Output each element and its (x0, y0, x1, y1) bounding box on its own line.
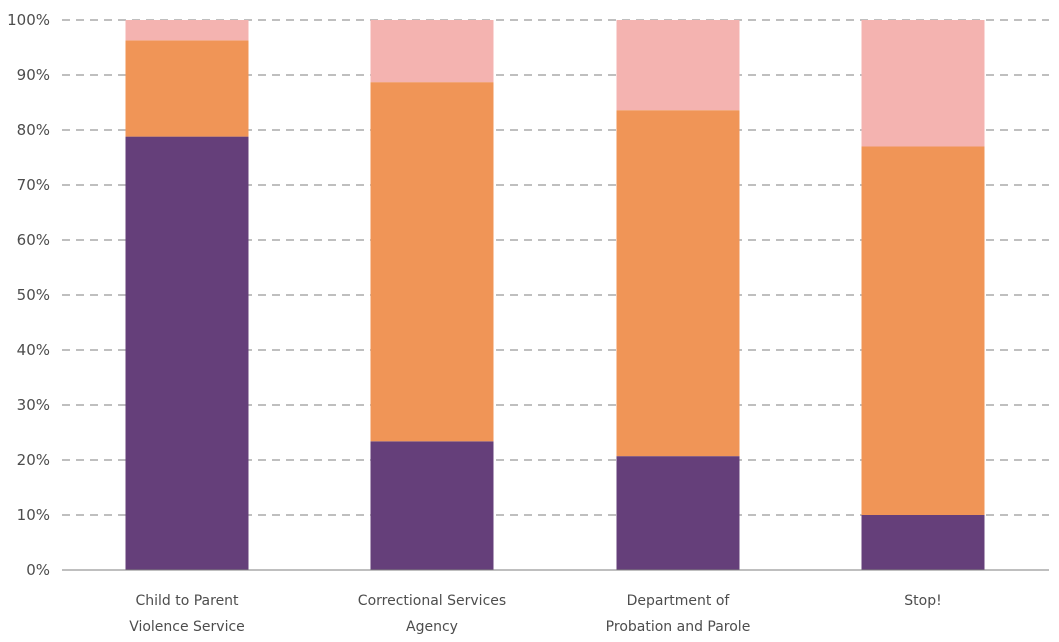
y-tick-label: 10% (17, 506, 50, 524)
y-tick-label: 90% (17, 66, 50, 84)
x-tick-label: Stop! (904, 593, 941, 609)
bar-layer (125, 20, 985, 570)
y-tick-label: 100% (7, 11, 50, 29)
bar-segment (861, 515, 985, 570)
bar-segment (861, 146, 985, 515)
x-tick-label: Probation and Parole (606, 619, 751, 635)
x-tick-label: Child to Parent (135, 593, 239, 609)
bar-segment (370, 82, 494, 442)
x-tick-label: Agency (406, 619, 458, 635)
y-tick-label: 70% (17, 176, 50, 194)
y-tick-label: 60% (17, 231, 50, 249)
y-tick-label: 20% (17, 451, 50, 469)
bar-segment (125, 136, 249, 570)
bar-segment (861, 20, 985, 147)
bar-segment (370, 441, 494, 570)
y-tick-label: 50% (17, 286, 50, 304)
x-tick-label: Correctional Services (358, 593, 506, 609)
bar-segment (125, 40, 249, 137)
bar-segment (125, 20, 249, 41)
bar-segment (370, 20, 494, 83)
x-tick-label: Department of (627, 593, 731, 609)
x-tick-label: Violence Service (129, 619, 245, 635)
y-tick-label: 0% (26, 561, 50, 579)
bar-segment (616, 20, 740, 111)
bar-segment (616, 110, 740, 457)
y-tick-label: 30% (17, 396, 50, 414)
grid-layer (62, 19, 1049, 516)
bar-segment (616, 456, 740, 570)
y-tick-label: 40% (17, 341, 50, 359)
y-tick-label: 80% (17, 121, 50, 139)
label-layer: 0% 10% 20% 30% 40% 50% 60% 70% 80% 90% 100% Child t… (7, 11, 942, 635)
